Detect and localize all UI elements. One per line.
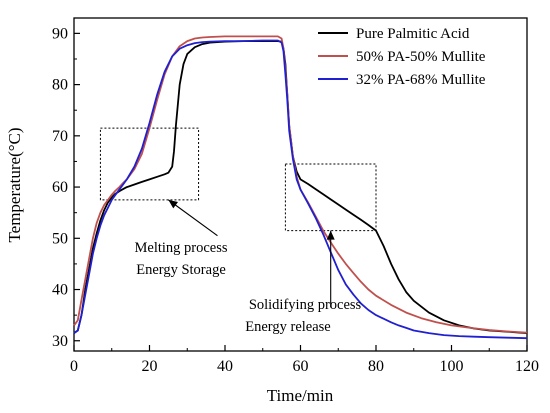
y-tick-label: 50 bbox=[52, 230, 68, 247]
y-tick-label: 40 bbox=[52, 282, 68, 299]
y-tick-label: 60 bbox=[52, 179, 68, 196]
solidifying-arrow bbox=[326, 230, 335, 308]
legend-label-pure-pa: Pure Palmitic Acid bbox=[356, 26, 470, 42]
x-tick-label: 20 bbox=[142, 358, 158, 375]
melting-label-line2: Energy Storage bbox=[136, 262, 226, 278]
legend-label-32pa: 32% PA-68% Mullite bbox=[356, 72, 486, 88]
solidifying-label-line1: Solidifying process bbox=[249, 297, 362, 313]
y-tick-label: 70 bbox=[52, 128, 68, 145]
y-tick-label: 80 bbox=[52, 77, 68, 94]
x-tick-label: 100 bbox=[440, 358, 464, 375]
axis-ticks: 0 20 40 60 80 100 120 30 40 50 60 70 80 90 bbox=[52, 25, 539, 375]
series-line-2 bbox=[73, 39, 528, 340]
y-tick-label: 90 bbox=[52, 25, 68, 42]
x-tick-label: 0 bbox=[70, 358, 78, 375]
x-tick-label: 80 bbox=[368, 358, 384, 375]
series-line-1 bbox=[73, 35, 528, 334]
melting-arrow bbox=[168, 199, 218, 237]
x-axis-title: Time/min bbox=[267, 386, 334, 405]
series-lines bbox=[73, 35, 528, 340]
x-tick-label: 120 bbox=[515, 358, 539, 375]
x-tick-label: 60 bbox=[293, 358, 309, 375]
melting-label-line1: Melting process bbox=[134, 240, 227, 256]
legend: Pure Palmitic Acid 50% PA-50% Mullite 32… bbox=[318, 26, 486, 88]
solidifying-label-line2: Energy release bbox=[245, 319, 330, 335]
y-tick-label: 30 bbox=[52, 333, 68, 350]
melting-box bbox=[99, 127, 200, 201]
annotation-arrows bbox=[168, 199, 335, 308]
x-tick-label: 40 bbox=[217, 358, 233, 375]
annotation-boxes bbox=[99, 127, 377, 232]
legend-label-50pa: 50% PA-50% Mullite bbox=[356, 49, 486, 65]
solidifying-box bbox=[284, 163, 377, 232]
y-axis-title: Temperature(°C) bbox=[5, 127, 24, 242]
